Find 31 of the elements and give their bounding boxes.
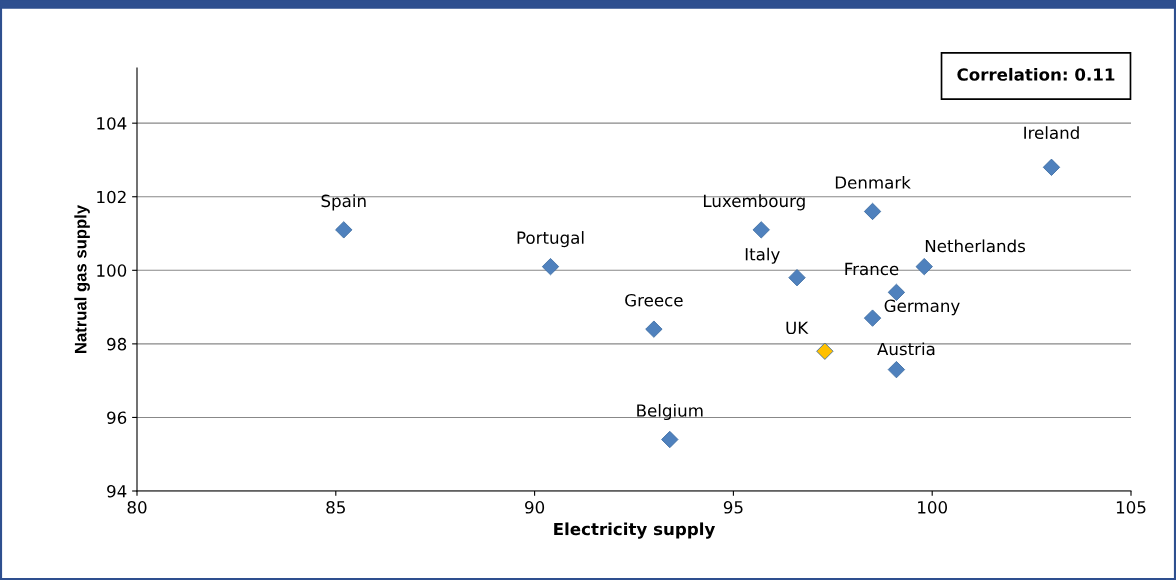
annotation: Belgium	[637, 403, 703, 421]
annotation: Portugal	[517, 231, 584, 248]
y-tick-label: 100	[97, 264, 127, 277]
annotation: Denmark	[835, 175, 911, 189]
y-tick-label: 98	[107, 337, 127, 351]
annotation: Spain	[321, 194, 366, 211]
x-tick-label: 80	[127, 501, 147, 514]
y-axis-title: Natrual gas supply	[74, 205, 90, 353]
annotation: Greece	[625, 293, 683, 307]
annotation: Germany	[884, 299, 960, 316]
annotation: Austria	[877, 342, 935, 356]
point	[863, 202, 882, 221]
y-tick-label: 102	[97, 190, 126, 204]
x-axis-title: Electricity supply	[554, 522, 716, 539]
annotation: France	[845, 262, 899, 276]
x-tick-label: 85	[326, 501, 345, 514]
annotation: Ireland	[1024, 126, 1079, 140]
x-tick-label: 95	[723, 501, 743, 514]
y-tick-label: 96	[107, 411, 127, 424]
annotation: Luxembourg	[703, 194, 805, 211]
y-tick-label: 94	[107, 484, 127, 498]
x-tick-label: 90	[525, 501, 545, 514]
annotation: UK	[786, 321, 809, 335]
annotation: Correlation: 0.11	[957, 67, 1115, 81]
annotation: Netherlands	[925, 239, 1026, 253]
point	[541, 257, 560, 276]
y-tick-label: 104	[97, 117, 127, 130]
point	[887, 360, 906, 379]
annotation: Italy	[745, 247, 780, 264]
x-tick-label: 100	[918, 501, 947, 514]
x-tick-label: 105	[1116, 501, 1146, 514]
